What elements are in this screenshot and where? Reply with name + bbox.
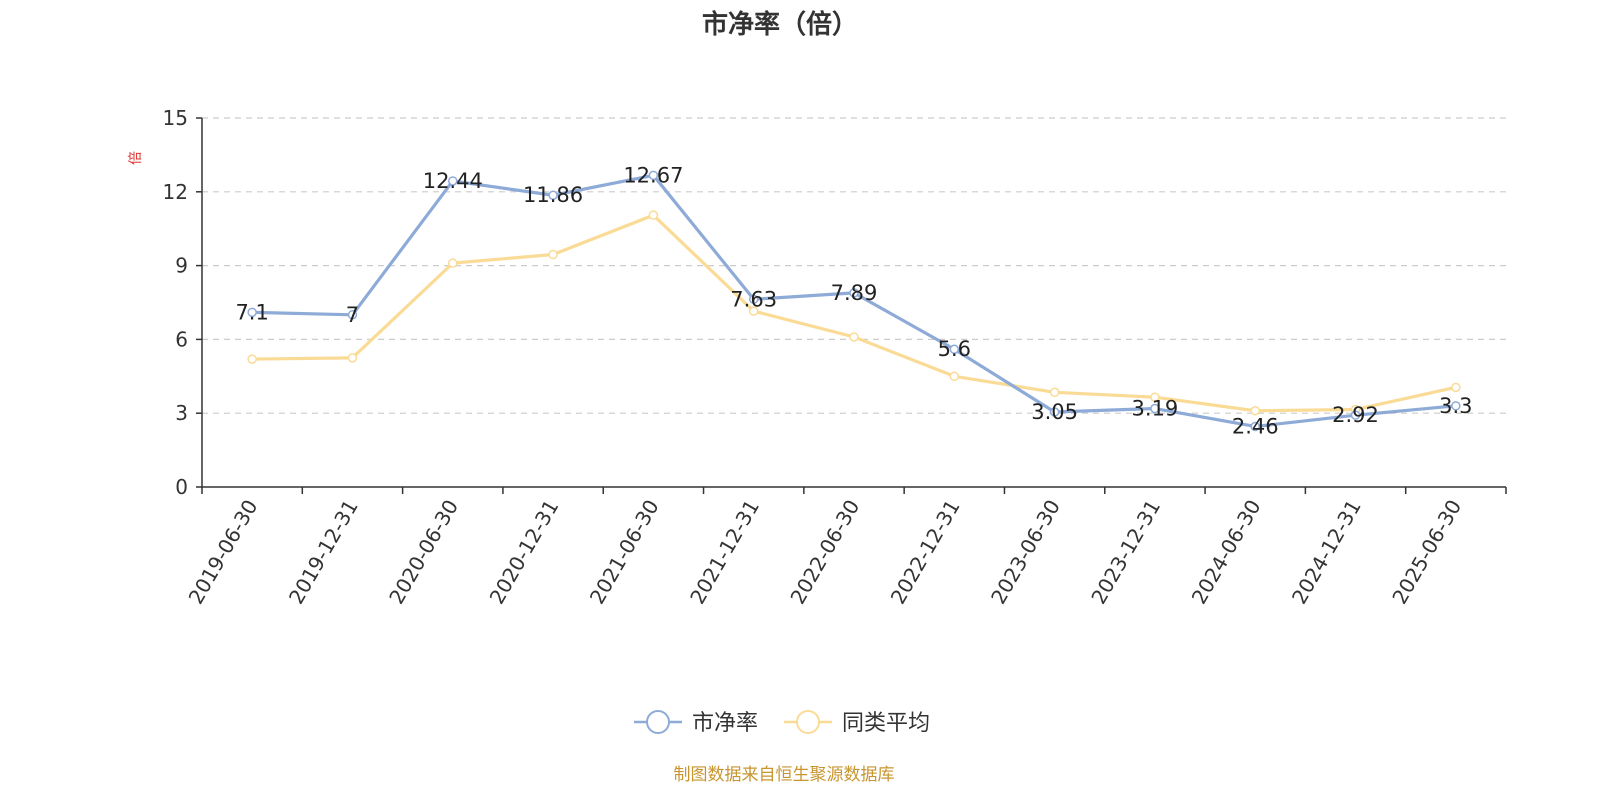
point-peer-average bbox=[1250, 405, 1260, 416]
data-label-pb: 3.05 bbox=[1031, 400, 1078, 424]
data-label-pb: 7.63 bbox=[730, 287, 777, 311]
point-pb bbox=[1451, 401, 1461, 411]
point-peer-average bbox=[347, 353, 358, 363]
source-note: 制图数据来自恒生聚源数据库 bbox=[674, 765, 895, 785]
data-label-pb: 12.44 bbox=[423, 169, 483, 193]
chart-title: 市净率（倍） bbox=[702, 9, 858, 40]
x-tick-label: 2019-12-31 bbox=[284, 496, 363, 609]
legend-label-peer: 同类平均 bbox=[842, 711, 930, 736]
point-pb bbox=[1350, 410, 1361, 420]
y-tick-label: 0 bbox=[175, 475, 188, 499]
legend: 市净率 同类平均 bbox=[634, 710, 930, 736]
x-tick-label: 2022-12-31 bbox=[886, 495, 965, 608]
data-label-pb: 5.6 bbox=[938, 337, 971, 361]
point-peer-average bbox=[849, 332, 859, 342]
point-pb bbox=[347, 310, 358, 320]
data-label-pb: 7.1 bbox=[235, 300, 268, 324]
legend-marker-pb bbox=[646, 710, 670, 734]
y-tick-label: 9 bbox=[175, 254, 188, 278]
point-pb bbox=[448, 176, 458, 186]
x-tick-label: 2023-12-31 bbox=[1086, 496, 1165, 609]
data-label-pb: 3.19 bbox=[1132, 397, 1179, 421]
point-pb bbox=[1150, 403, 1160, 414]
x-tick-label: 2025-06-30 bbox=[1387, 496, 1466, 609]
y-tick-label: 3 bbox=[175, 401, 188, 425]
x-tick-label: 2019-06-30 bbox=[184, 496, 263, 609]
legend-item-pb[interactable]: 市净率 bbox=[634, 710, 758, 736]
legend-label-pb: 市净率 bbox=[692, 711, 758, 736]
y-tick-label: 12 bbox=[163, 180, 188, 204]
x-tick-label: 2022-06-30 bbox=[785, 496, 864, 609]
point-pb bbox=[849, 288, 859, 298]
y-tick-label: 15 bbox=[163, 106, 188, 130]
x-tick-label: 2021-06-30 bbox=[585, 496, 664, 609]
point-peer-average bbox=[548, 249, 558, 260]
data-label-pb: 11.86 bbox=[523, 183, 583, 207]
axes: 0 3 6 9 12 15 2019-06-30 2019-12-31 2020-06-30 20… bbox=[163, 106, 1507, 609]
data-label-pb: 3.3 bbox=[1439, 394, 1472, 418]
legend-marker-peer bbox=[796, 710, 820, 734]
point-peer-average bbox=[648, 210, 659, 220]
point-pb bbox=[548, 190, 558, 200]
point-peer-average bbox=[1451, 382, 1461, 393]
point-pb bbox=[748, 294, 759, 305]
x-tick-label: 2021-12-31 bbox=[685, 496, 764, 609]
x-tick-label: 2020-12-31 bbox=[485, 496, 564, 609]
series-lines bbox=[247, 170, 1461, 432]
y-axis-label: 倍 bbox=[128, 151, 144, 165]
point-peer-average bbox=[748, 306, 759, 316]
data-label-pb: 7.89 bbox=[831, 281, 878, 305]
point-pb bbox=[949, 344, 960, 354]
gridlines bbox=[202, 117, 1506, 414]
series-line-peer-average bbox=[252, 213, 1457, 413]
data-label-pb: 12.67 bbox=[623, 163, 683, 187]
x-tick-label: 2023-06-30 bbox=[986, 496, 1065, 609]
data-label-pb: 2.46 bbox=[1232, 414, 1279, 438]
data-label-pb: 7 bbox=[346, 303, 359, 327]
point-pb bbox=[648, 170, 659, 181]
point-peer-average bbox=[448, 258, 458, 268]
data-label-pb: 2.92 bbox=[1332, 403, 1379, 427]
point-peer-average bbox=[949, 371, 960, 382]
point-pb bbox=[1049, 407, 1060, 417]
point-peer-average bbox=[1049, 387, 1060, 398]
x-tick-label: 2020-06-30 bbox=[384, 496, 463, 609]
x-tick-label: 2024-12-31 bbox=[1287, 496, 1366, 609]
point-peer-average bbox=[247, 354, 257, 364]
legend-item-peer-average[interactable]: 同类平均 bbox=[784, 710, 930, 736]
data-labels: 7.1 7 12.44 11.86 12.67 7.63 7.89 5.6 3.05 3.19 2.… bbox=[235, 163, 1472, 438]
point-pb bbox=[1250, 421, 1260, 432]
point-peer-average bbox=[1150, 392, 1160, 402]
y-tick-label: 6 bbox=[175, 327, 188, 351]
x-tick-label: 2024-06-30 bbox=[1187, 496, 1266, 609]
point-pb bbox=[247, 307, 257, 318]
